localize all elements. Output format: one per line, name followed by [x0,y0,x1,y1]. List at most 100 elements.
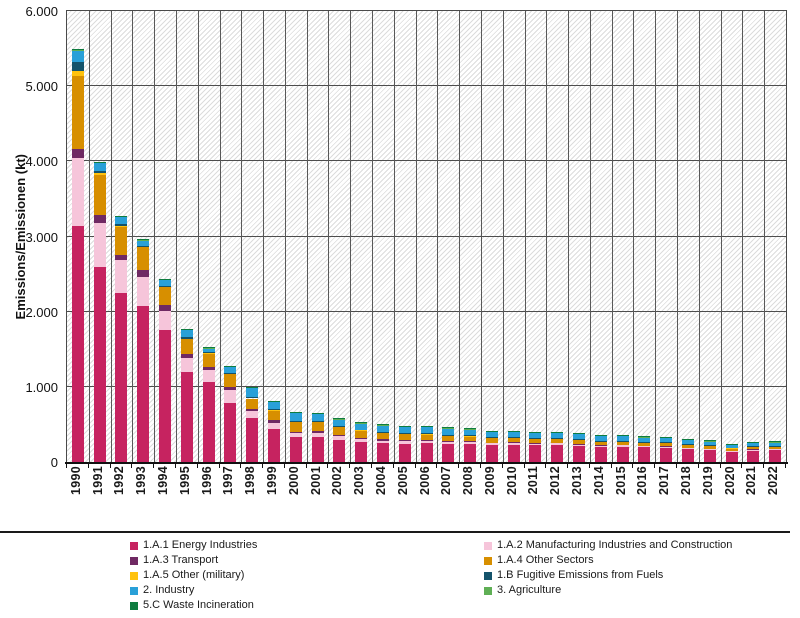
bar-segment-2004 [376,439,389,441]
bar-segment-1991 [93,171,106,173]
bar-segment-2019 [703,441,716,446]
legend-swatch [130,601,138,610]
bar-segment-2011 [529,445,542,462]
bar-segment-2009 [485,442,498,444]
bar-segment-1991 [93,266,106,462]
bar-segment-2021 [747,442,760,447]
bar-segment-2014 [594,445,607,447]
legend-item: 1.A.1 Energy Industries [130,538,257,553]
bar-segment-2002 [333,434,346,437]
bar-segment-2013 [573,433,585,435]
x-tick-mark [131,463,133,468]
bar-segment-2018 [681,443,694,445]
x-axis-line [65,462,788,464]
bar-segment-2012 [551,442,564,444]
x-tick-mark [305,463,307,468]
bar-segment-2005 [398,433,411,435]
gridline-vertical [742,11,744,462]
bar-segment-1997 [224,374,237,388]
bar-segment-2021 [747,447,760,450]
gridline-vertical [241,11,243,462]
bar-segment-2013 [573,439,585,441]
gridline-vertical [546,11,548,462]
bar-segment-2015 [616,435,629,437]
bar-segment-2014 [594,446,607,462]
gridline-vertical [350,11,352,462]
legend-label: 1.B Fugitive Emissions from Fuels [497,569,664,581]
x-tick-label-2022: 2022 [766,466,781,496]
bar-segment-2005 [398,434,411,441]
bar-segment-2021 [747,441,760,443]
bar-segment-1994 [159,287,172,306]
bar-segment-1990 [71,225,84,462]
x-tick-mark [109,463,111,468]
x-tick-label-2009: 2009 [482,466,497,496]
x-tick-mark [153,463,155,468]
plot-area [66,10,787,463]
x-tick-label-2018: 2018 [678,466,693,496]
bar-segment-2001 [311,431,324,434]
gridline-vertical [677,11,679,462]
bar-segment-2016 [638,436,651,438]
x-tick-label-2007: 2007 [439,466,454,496]
gridline-vertical [415,11,417,462]
bar-segment-2004 [376,424,389,426]
x-tick-mark [414,463,416,468]
bar-segment-2007 [442,442,455,445]
bar-segment-1992 [115,226,128,255]
bar-segment-2012 [551,443,564,445]
y-tick-label: 4.000 [25,154,58,170]
gridline-vertical [633,11,635,462]
x-tick-mark [741,463,743,468]
bar-segment-2010 [507,431,520,438]
bar-segment-2019 [703,440,716,442]
bar-segment-2020 [725,444,738,448]
bar-segment-1992 [115,223,128,226]
bar-segment-2005 [398,443,411,462]
bar-segment-1997 [224,389,237,403]
bar-segment-2022 [769,446,782,450]
bar-segment-1996 [202,369,215,382]
bar-segment-2013 [573,445,585,462]
x-tick-mark [676,463,678,468]
bar-segment-2021 [747,450,760,462]
gridline-vertical [502,11,504,462]
x-tick-mark [196,463,198,468]
bar-segment-2013 [573,440,585,444]
gridline-horizontal [67,310,786,312]
x-tick-label-2013: 2013 [570,466,584,496]
bar-segment-2008 [464,441,477,443]
gridline-vertical [655,11,657,462]
bar-segment-2004 [376,425,389,432]
bar-segment-2006 [420,434,433,440]
bar-segment-1998 [246,417,259,462]
bar-segment-1993 [137,247,150,270]
bar-segment-1990 [71,62,84,72]
bar-segment-1999 [267,410,280,421]
bar-segment-2008 [464,436,477,442]
bar-segment-2021 [747,445,760,447]
bar-segment-2016 [638,442,651,446]
y-tick-label: 6.000 [25,4,58,19]
bar-segment-2008 [464,442,477,444]
bar-segment-1993 [137,240,150,246]
bar-segment-1991 [93,162,106,172]
bar-segment-2017 [660,446,673,448]
x-tick-label-1996: 1996 [199,466,214,496]
legend-item: 1.A.5 Other (military) [130,568,257,583]
bar-segment-2004 [376,440,389,444]
bar-segment-2006 [420,433,433,435]
bar-segment-2018 [681,445,694,448]
x-tick-label-2008: 2008 [461,466,476,496]
bar-segment-2013 [573,434,585,440]
bar-segment-1994 [159,330,172,462]
legend: 1.A.1 Energy Industries 1.A.3 Transport 1.… [0,538,800,618]
legend-swatch [484,571,492,580]
x-tick-mark [697,463,699,468]
bar-segment-2001 [311,421,324,423]
x-tick-label-2011: 2011 [526,466,541,495]
x-tick-mark [240,463,242,468]
gridline-vertical [306,11,308,462]
bar-segment-2003 [355,430,368,438]
